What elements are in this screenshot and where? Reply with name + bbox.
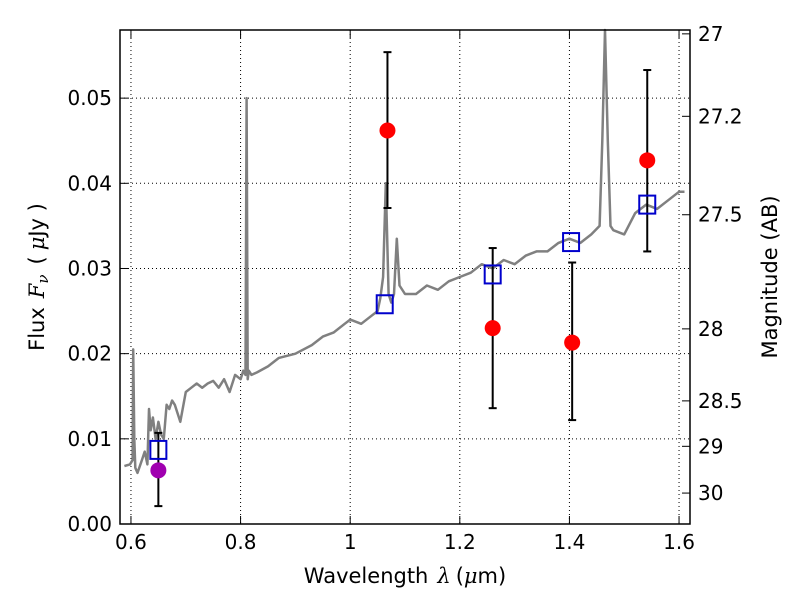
y2-tick-label: 27.5 [698,203,743,227]
observed-point [379,122,396,139]
model-point [149,439,168,460]
x-axis-label-prefix: Wavelength [304,564,429,588]
x-tick-label: 1.6 [663,530,695,554]
axis-ticks: 0.6 0.8 1 1.2 1.4 1.6 0.00 0.01 0.02 0.03 0.04 0.05… [67,22,742,554]
y2-tick-label: 28 [698,317,723,341]
y-tick-label: 0.02 [67,342,112,366]
observed-point [150,462,167,479]
y2-axis-label: Magnitude (AB) [758,195,782,358]
y-tick-label: 0.04 [67,171,112,195]
y-tick-label: 0.00 [67,512,112,536]
x-axis-symbol: λ [436,564,450,588]
y-tick-label: 0.03 [67,256,112,280]
observed-point [484,320,501,337]
plot-frame [119,29,691,525]
x-tick-label: 0.6 [115,530,147,554]
grid-lines [120,30,690,525]
spectrum-line [124,28,685,475]
model-point [483,264,502,285]
x-tick-label: 1.4 [554,530,586,554]
model-point [562,232,581,253]
model-point [638,194,657,215]
y-axis-label-prefix: Flux [25,307,49,351]
x-tick-label: 1.2 [444,530,476,554]
x-axis-label: Wavelength λ (μm) [304,564,506,588]
model-point [375,294,394,315]
y-axis-symbol: F [25,282,49,299]
x-axis-unit-mu: μ [464,564,478,588]
x-axis-unit-rest: m) [478,564,507,588]
observed-point [639,152,656,169]
y2-tick-label: 27.2 [698,104,743,128]
observed-point [564,334,581,351]
model-points [149,194,657,460]
y-axis-label: Flux Fν ( μJy ) [25,203,52,351]
y-axis-unit-open: ( [25,256,49,264]
spectrum-series [124,28,685,475]
y-axis-unit-mu: μ [25,237,49,251]
y-tick-label: 0.01 [67,427,112,451]
y2-tick-label: 29 [698,434,723,458]
y-axis-unit-rest: Jy ) [25,203,49,239]
error-bars [154,51,652,508]
y2-tick-label: 27 [698,22,723,46]
observed-points [150,122,656,479]
y-axis-subscript: ν [34,275,52,284]
x-axis-unit-open: ( [456,564,464,588]
y2-tick-label: 30 [698,481,723,505]
x-tick-label: 0.8 [225,530,257,554]
y-tick-label: 0.05 [67,86,112,110]
x-tick-label: 1 [344,530,357,554]
y2-tick-label: 28.5 [698,389,743,413]
